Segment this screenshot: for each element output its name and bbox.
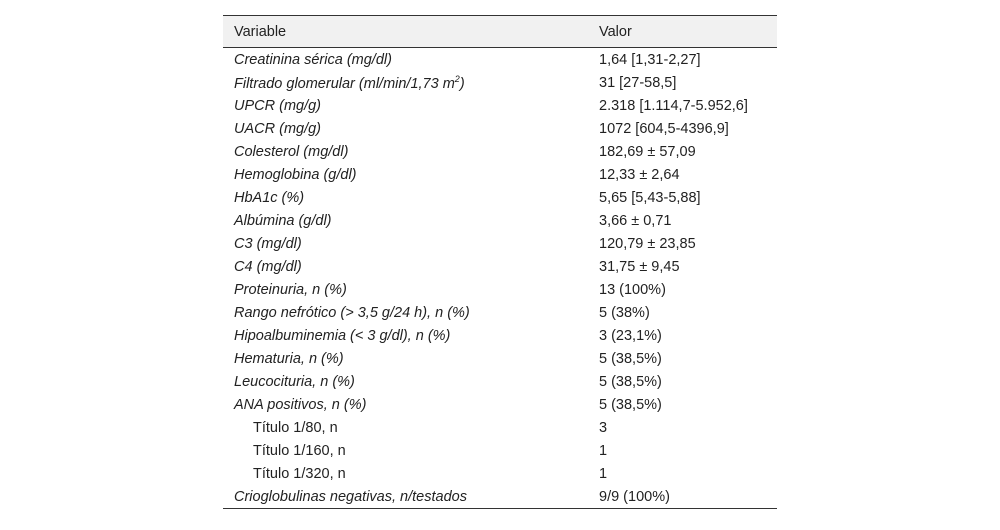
- value-cell: 2.318 [1.114,7-5.952,6]: [599, 97, 748, 114]
- table-row: C4 (mg/dl) 31,75 ± 9,45: [223, 255, 777, 278]
- variable-cell: Hematuria, n (%): [234, 350, 344, 367]
- variable-cell: Título 1/160, n: [253, 442, 346, 459]
- variable-cell: Colesterol (mg/dl): [234, 143, 349, 160]
- header-row: Variable Valor: [223, 15, 777, 48]
- table-row: UPCR (mg/g) 2.318 [1.114,7-5.952,6]: [223, 94, 777, 117]
- variable-cell: Hipoalbuminemia (< 3 g/dl), n (%): [234, 327, 451, 344]
- table-row: Filtrado glomerular (ml/min/1,73 m2) 31 […: [223, 71, 777, 94]
- table-row: C3 (mg/dl) 120,79 ± 23,85: [223, 232, 777, 255]
- value-cell: 5 (38,5%): [599, 350, 662, 367]
- table-row: Leucocituria, n (%) 5 (38,5%): [223, 370, 777, 393]
- table-row: Hipoalbuminemia (< 3 g/dl), n (%) 3 (23,1…: [223, 324, 777, 347]
- variable-cell: HbA1c (%): [234, 189, 305, 206]
- value-cell: 3 (23,1%): [599, 327, 662, 344]
- variable-cell: Título 1/320, n: [253, 465, 346, 482]
- value-cell: 5 (38%): [599, 304, 650, 321]
- table-row: HbA1c (%) 5,65 [5,43-5,88]: [223, 186, 777, 209]
- variable-cell: Leucocituria, n (%): [234, 373, 355, 390]
- variable-cell: Rango nefrótico (> 3,5 g/24 h), n (%): [234, 304, 470, 321]
- value-cell: 3,66 ± 0,71: [599, 212, 672, 229]
- value-cell: 1,64 [1,31-2,27]: [599, 51, 701, 68]
- superscript: 2: [454, 73, 460, 84]
- variable-cell: Albúmina (g/dl): [234, 212, 332, 229]
- table-row: Hematuria, n (%) 5 (38,5%): [223, 347, 777, 370]
- header-cell: Variable: [223, 15, 588, 48]
- table-row: ANA positivos, n (%) 5 (38,5%): [223, 393, 777, 416]
- value-cell: 3: [599, 419, 608, 436]
- table-row: Proteinuria, n (%) 13 (100%): [223, 278, 777, 301]
- variable-cell: C4 (mg/dl): [234, 258, 302, 275]
- table-body: Creatinina sérica (mg/dl) 1,64 [1,31-2,27…: [223, 48, 777, 509]
- table-row: Rango nefrótico (> 3,5 g/24 h), n (%) 5 (…: [223, 301, 777, 324]
- value-cell: 5 (38,5%): [599, 396, 662, 413]
- value-cell: 120,79 ± 23,85: [599, 235, 696, 252]
- variable-cell: Creatinina sérica (mg/dl): [234, 51, 392, 68]
- variable-cell: C3 (mg/dl): [234, 235, 302, 252]
- table-row: Crioglobulinas negativas, n/testados 9/9 …: [223, 485, 777, 509]
- value-cell: 1: [599, 465, 608, 482]
- value-cell: 5 (38,5%): [599, 373, 662, 390]
- table-row: Albúmina (g/dl) 3,66 ± 0,71: [223, 209, 777, 232]
- variable-cell: UPCR (mg/g): [234, 97, 322, 114]
- value-cell: 1: [599, 442, 608, 459]
- value-cell: 9/9 (100%): [588, 485, 777, 509]
- data-table: Variable Valor Creatinina sérica (mg/dl)…: [223, 15, 777, 509]
- table-row: Título 1/160, n 1: [223, 439, 777, 462]
- value-cell: 31 [27-58,5]: [599, 74, 677, 91]
- value-cell: 1072 [604,5-4396,9]: [599, 120, 729, 137]
- value-cell: 31,75 ± 9,45: [599, 258, 680, 275]
- variable-cell: UACR (mg/g): [234, 120, 322, 137]
- text-part: ): [459, 75, 465, 92]
- table-row: UACR (mg/g) 1072 [604,5-4396,9]: [223, 117, 777, 140]
- value-cell: 12,33 ± 2,64: [599, 166, 680, 183]
- text-part: Filtrado glomerular (ml/min/1,73 m: [234, 75, 455, 92]
- table-row: Creatinina sérica (mg/dl) 1,64 [1,31-2,27…: [223, 48, 777, 72]
- variable-cell: Proteinuria, n (%): [234, 281, 347, 298]
- variable-cell: Crioglobulinas negativas, n/testados: [223, 485, 588, 509]
- variable-cell: Filtrado glomerular (ml/min/1,73 m2): [223, 71, 588, 94]
- table-row: Título 1/80, n 3: [223, 416, 777, 439]
- value-cell: 5,65 [5,43-5,88]: [599, 189, 701, 206]
- value-cell: 13 (100%): [599, 281, 666, 298]
- table-row: Título 1/320, n 1: [223, 462, 777, 485]
- table-row: Colesterol (mg/dl) 182,69 ± 57,09: [223, 140, 777, 163]
- header-cell: Valor: [588, 15, 777, 48]
- variable-cell: Hemoglobina (g/dl): [234, 166, 357, 183]
- value-cell: 182,69 ± 57,09: [599, 143, 696, 160]
- table-row: Hemoglobina (g/dl) 12,33 ± 2,64: [223, 163, 777, 186]
- variable-cell: ANA positivos, n (%): [234, 396, 367, 413]
- variable-cell: Título 1/80, n: [253, 419, 338, 436]
